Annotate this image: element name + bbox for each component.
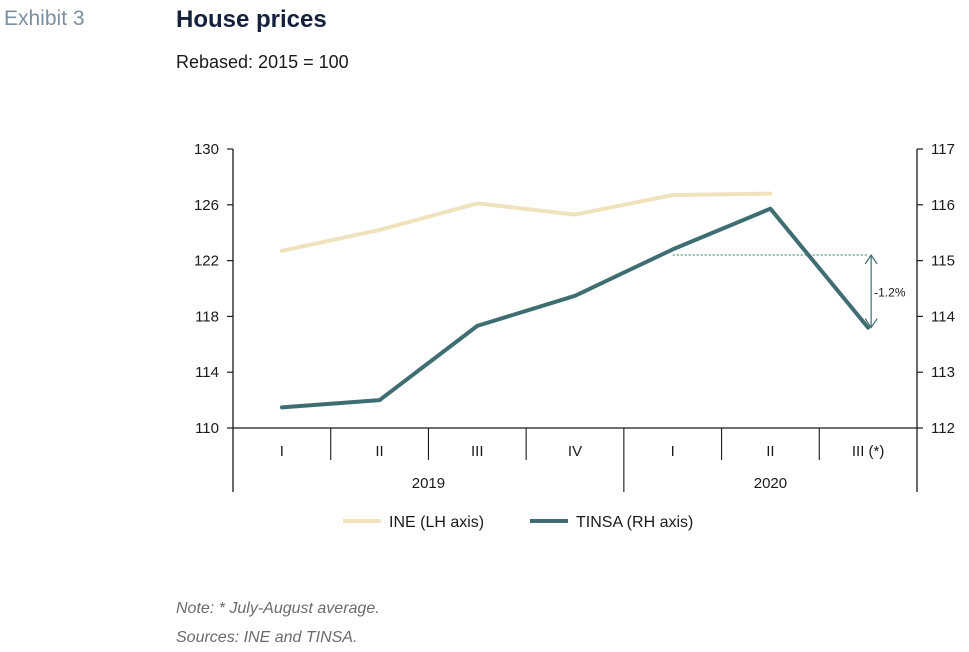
right-axis-tick-label: 112: [931, 420, 955, 437]
year-label: 2020: [754, 475, 787, 492]
footnote: Note: * July-August average.: [176, 600, 380, 617]
right-axis-tick-label: 114: [931, 308, 955, 325]
right-axis-tick-label: 115: [931, 253, 955, 270]
right-axis-tick-label: 117: [931, 141, 955, 158]
series-line-ine: [279, 191, 773, 253]
chart-subtitle: Rebased: 2015 = 100: [176, 52, 349, 72]
x-tick-label: IV: [568, 443, 582, 460]
legend-label: TINSA (RH axis): [576, 514, 693, 531]
x-tick-label: III: [471, 443, 484, 460]
left-axis-tick-label: 114: [195, 364, 219, 381]
sources-note: Sources: INE and TINSA.: [176, 629, 358, 646]
x-tick-label: I: [280, 443, 284, 460]
left-axis-tick-label: 118: [195, 308, 219, 325]
left-axis-tick-label: 126: [194, 197, 219, 214]
right-axis-tick-label: 116: [931, 197, 955, 214]
right-axis-tick-label: 113: [931, 364, 955, 381]
x-tick-label: III (*): [852, 443, 885, 460]
series-line-tinsa: [279, 206, 871, 410]
left-axis-tick-label: 110: [195, 420, 219, 437]
chart-title: House prices: [176, 6, 327, 33]
exhibit-label: Exhibit 3: [4, 7, 85, 30]
legend-label: INE (LH axis): [389, 514, 484, 531]
left-axis-tick-label: 130: [194, 141, 219, 158]
x-tick-label: I: [671, 443, 675, 460]
x-tick-label: II: [375, 443, 383, 460]
x-tick-label: II: [766, 443, 774, 460]
annotation-label: -1.2%: [874, 285, 906, 299]
annotation-arrowhead-up: [864, 253, 878, 265]
year-label: 2019: [412, 475, 445, 492]
left-axis-tick-label: 122: [194, 253, 219, 270]
annotation-arrowhead-down: [864, 318, 878, 329]
